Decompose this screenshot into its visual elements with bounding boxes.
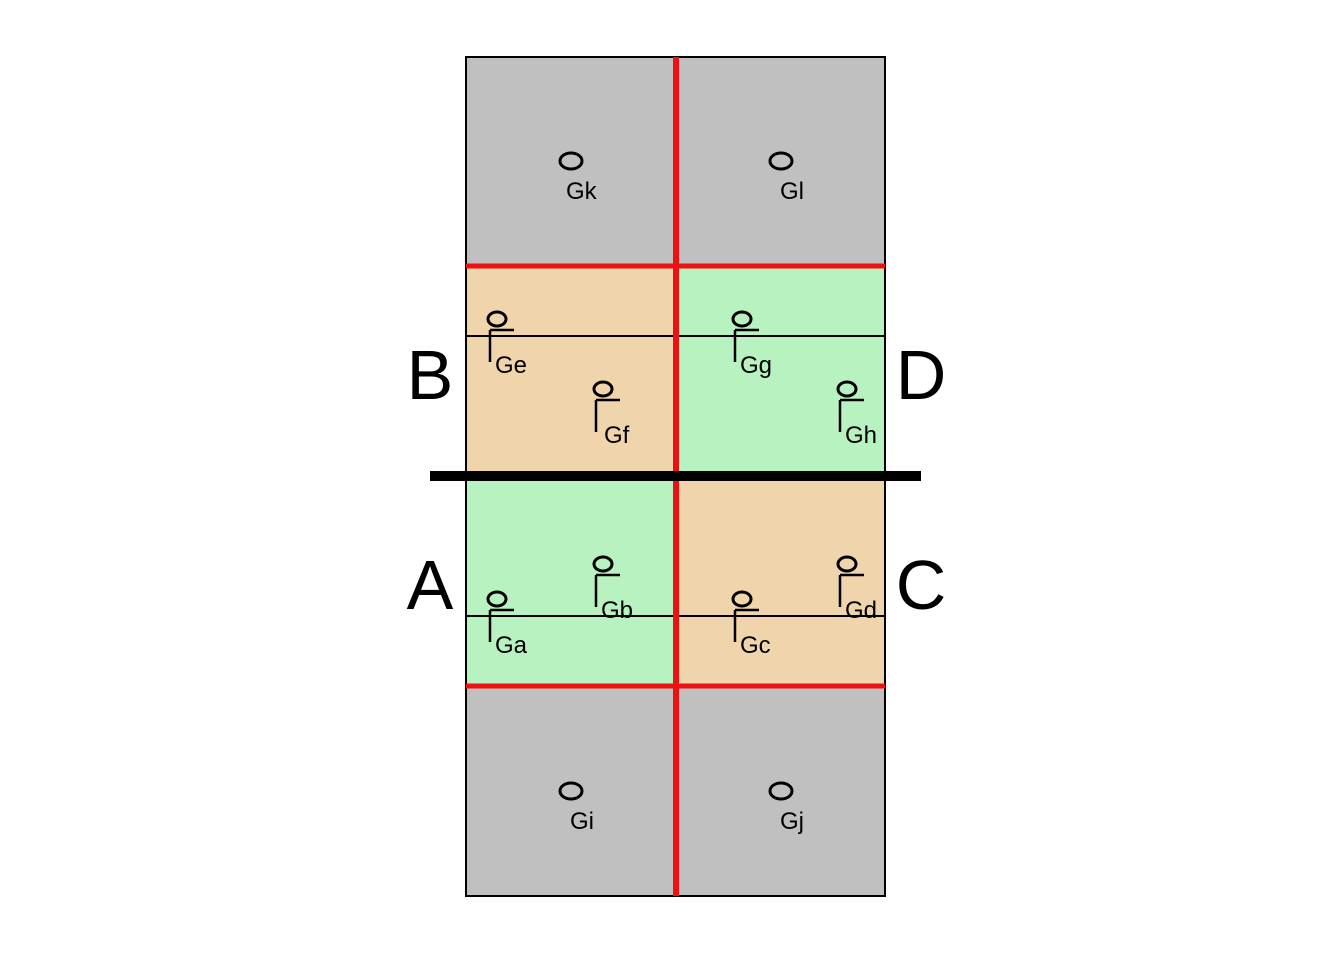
player-label-gj: Gj: [780, 808, 804, 835]
player-label-gd: Gd: [845, 597, 877, 624]
player-standing-icon: [558, 151, 584, 171]
player-gb: Gb: [592, 555, 633, 624]
player-gj: Gj: [768, 781, 804, 835]
player-gk: Gk: [558, 151, 598, 205]
player-gi: Gi: [558, 781, 594, 835]
player-ge: Ge: [486, 310, 527, 379]
player-gd: Gd: [836, 555, 877, 624]
player-with-stick-icon: [592, 555, 620, 607]
player-with-stick-icon: [486, 310, 514, 362]
player-with-stick-icon: [836, 380, 864, 432]
player-label-gk: Gk: [566, 178, 598, 205]
player-gf: Gf: [592, 380, 630, 449]
player-gl: Gl: [768, 151, 804, 205]
player-gc: Gc: [731, 590, 771, 659]
player-label-gg: Gg: [740, 352, 772, 379]
player-label-gh: Gh: [845, 422, 877, 449]
side-label-c: C: [896, 546, 947, 624]
player-gh: Gh: [836, 380, 877, 449]
player-with-stick-icon: [731, 590, 759, 642]
zone-lower-left-green: [466, 476, 676, 686]
player-label-gc: Gc: [740, 632, 771, 659]
player-with-stick-icon: [486, 590, 514, 642]
player-label-gi: Gi: [570, 808, 594, 835]
player-label-gl: Gl: [780, 178, 804, 205]
side-label-a: A: [407, 546, 454, 624]
player-with-stick-icon: [836, 555, 864, 607]
player-ga: Ga: [486, 590, 528, 659]
player-standing-icon: [768, 151, 794, 171]
player-label-ge: Ge: [495, 352, 527, 379]
zone-lower-right-tan: [676, 476, 885, 686]
zone-upper-left-tan: [466, 266, 676, 476]
player-label-ga: Ga: [495, 632, 528, 659]
player-with-stick-icon: [731, 310, 759, 362]
player-label-gf: Gf: [604, 422, 630, 449]
side-label-b: B: [407, 336, 454, 414]
side-label-d: D: [896, 336, 947, 414]
zone-upper-right-green: [676, 266, 885, 476]
player-standing-icon: [768, 781, 794, 801]
player-standing-icon: [558, 781, 584, 801]
player-with-stick-icon: [592, 380, 620, 432]
player-gg: Gg: [731, 310, 772, 379]
player-label-gb: Gb: [601, 597, 633, 624]
